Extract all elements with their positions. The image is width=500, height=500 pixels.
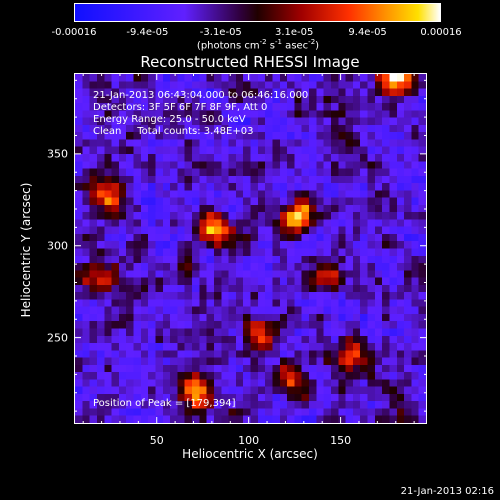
plot-timestamp: 21-Jan-2013 02:16 — [400, 486, 494, 497]
colorbar-tick-label: 3.1e-05 — [274, 27, 314, 38]
y-axis-label: Heliocentric Y (arcsec) — [19, 182, 33, 318]
colorbar-tick-label: -0.00016 — [51, 27, 97, 38]
colorbar-tick-label: -3.1e-05 — [199, 27, 242, 38]
colorbar-tick-label: -9.4e-05 — [126, 27, 169, 38]
info-time-range: 21-Jan-2013 06:43:04.000 to 06:46:16.000 — [93, 90, 309, 101]
x-tick-label: 150 — [330, 434, 352, 447]
x-tick-label: 50 — [149, 434, 164, 447]
y-tick-label: 350 — [47, 147, 68, 161]
x-axis-label: Heliocentric X (arcsec) — [182, 447, 318, 461]
y-tick-label: 250 — [47, 331, 68, 345]
plot-area — [74, 73, 427, 424]
info-clean-counts: Clean Total counts: 3.48E+03 — [93, 126, 254, 137]
info-detectors: Detectors: 3F 5F 6F 7F 8F 9F, Att 0 — [93, 102, 268, 113]
info-energy-range: Energy Range: 25.0 - 50.0 keV — [93, 114, 246, 125]
x-tick-label: 100 — [238, 434, 260, 447]
chart-title: Reconstructed RHESSI Image — [140, 53, 360, 71]
colorbar-tick-label: 9.4e-05 — [348, 27, 387, 38]
peak-position-label: Position of Peak = [179,394] — [93, 398, 236, 409]
colorbar-tick-label: 0.00016 — [420, 27, 462, 38]
colorbar-unit-label: (photons cm-2 s-1 asec-2) — [196, 38, 320, 52]
colorbar — [74, 3, 441, 22]
rhessi-image — [75, 74, 426, 423]
y-tick-label: 300 — [47, 239, 68, 253]
